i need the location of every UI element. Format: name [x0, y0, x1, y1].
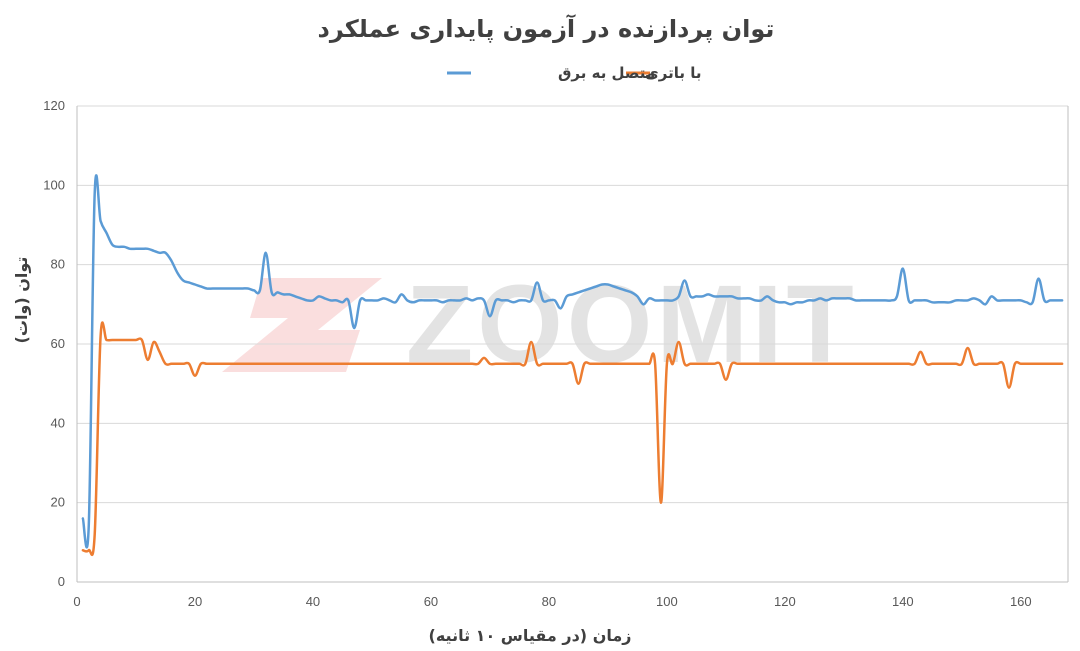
x-tick-label: 100	[656, 594, 678, 609]
y-tick-label: 100	[43, 177, 65, 192]
x-axis-ticks: 0 20 40 60 80 100 120 140 160	[73, 594, 1031, 609]
x-tick-label: 120	[774, 594, 796, 609]
x-axis-label: زمان (در مقیاس ۱۰ ثانیه)	[429, 626, 632, 645]
chart-title: توان پردازنده در آزمون پایداری عملکرد	[318, 14, 775, 43]
legend-label-plugged: متصل به برق	[558, 64, 655, 82]
x-tick-label: 60	[424, 594, 438, 609]
series-layer	[81, 174, 1064, 556]
y-axis-ticks: 0 20 40 60 80 100 120	[43, 98, 65, 589]
watermark: ZOOMIT	[222, 263, 858, 386]
x-tick-label: 20	[188, 594, 202, 609]
series-line-plugged	[81, 174, 1064, 549]
y-tick-label: 0	[58, 574, 65, 589]
series-line-battery	[81, 321, 1064, 556]
y-tick-label: 120	[43, 98, 65, 113]
y-tick-label: 60	[51, 336, 65, 351]
legend-label-battery: با باتری	[645, 64, 701, 82]
y-axis-label: توان (وات)	[12, 257, 31, 344]
x-tick-label: 140	[892, 594, 914, 609]
x-tick-label: 40	[306, 594, 320, 609]
watermark-logo-mark	[222, 278, 382, 372]
gridlines	[76, 105, 1069, 583]
watermark-text: ZOOMIT	[406, 263, 858, 386]
y-tick-label: 20	[51, 495, 65, 510]
y-tick-label: 80	[51, 257, 65, 272]
x-tick-label: 80	[542, 594, 556, 609]
y-tick-label: 40	[51, 415, 65, 430]
x-tick-label: 160	[1010, 594, 1032, 609]
x-tick-label: 0	[73, 594, 80, 609]
legend: با باتری متصل به برق	[447, 64, 701, 82]
